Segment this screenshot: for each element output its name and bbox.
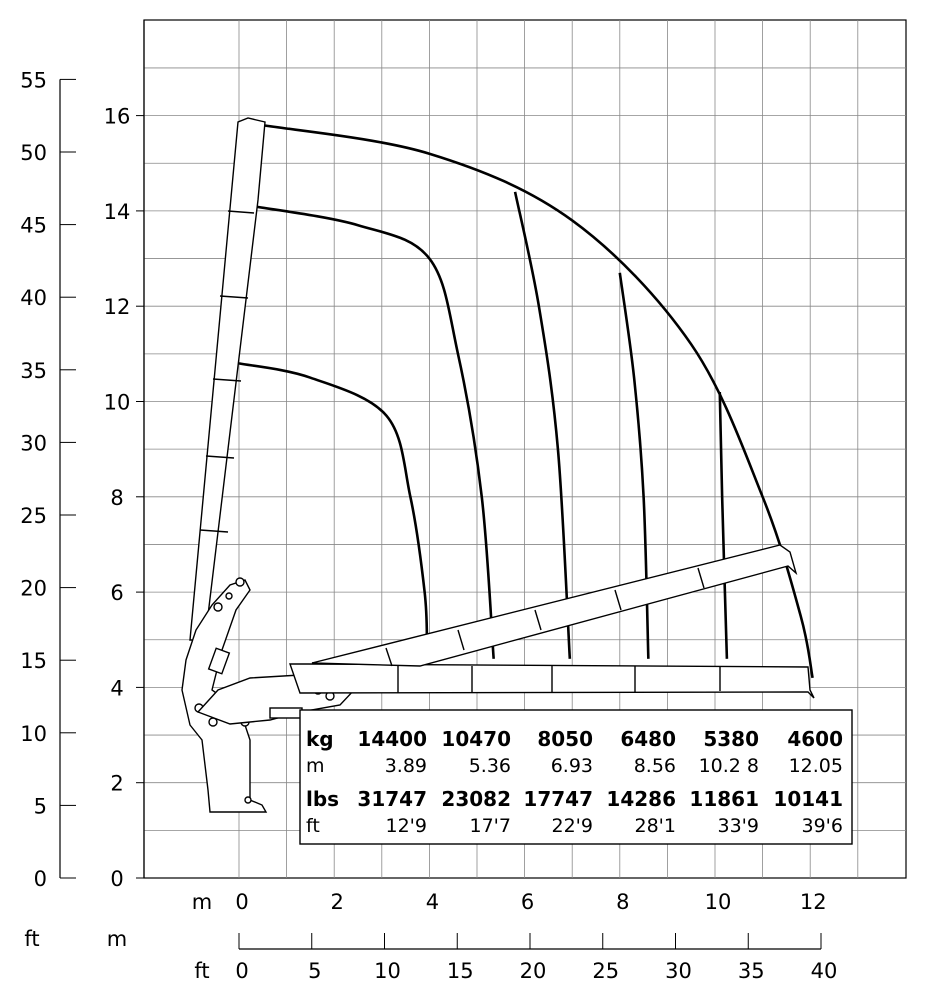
m-label: m bbox=[306, 755, 325, 777]
y-axis-m-tick-label: 10 bbox=[104, 391, 131, 415]
y-axis-ft: 0 5 10 15 20 25 30 35 40 45 50 55 bbox=[20, 68, 76, 891]
kg-value: 8050 bbox=[537, 727, 593, 751]
ft-value: 12'9 bbox=[386, 815, 428, 837]
x-axis-ft-tick-label: 0 bbox=[235, 959, 248, 983]
y-axis-m-tick-label: 12 bbox=[104, 295, 131, 319]
ft-value: 33'9 bbox=[718, 815, 760, 837]
y-axis-m-tick-label: 6 bbox=[110, 581, 123, 605]
m-value: 12.05 bbox=[789, 755, 843, 777]
y-axis-m-tick-label: 8 bbox=[110, 486, 123, 510]
y-axis-ft-tick-label: 45 bbox=[20, 214, 47, 238]
x-axis-m-tick-label: 4 bbox=[426, 890, 439, 914]
reach-curve bbox=[513, 191, 572, 659]
y-axis-ft-tick-label: 15 bbox=[20, 649, 47, 673]
y-axis-ft-tick-label: 25 bbox=[20, 504, 47, 528]
kg-value: 14400 bbox=[357, 727, 427, 751]
lbs-value: 17747 bbox=[523, 787, 593, 811]
reach-curves bbox=[238, 123, 814, 679]
y-axis-m-tick-label: 4 bbox=[110, 676, 123, 700]
load-table-box bbox=[299, 709, 853, 845]
y-axis-ft-tick-label: 0 bbox=[34, 867, 47, 891]
lbs-value: 11861 bbox=[689, 787, 759, 811]
x-axis-ft-unit: ft bbox=[194, 959, 209, 983]
y-axis-m-tick-label: 0 bbox=[110, 867, 123, 891]
x-axis-m-tick-label: 8 bbox=[616, 890, 629, 914]
y-axis-m: 0 2 4 6 8 10 12 14 16 bbox=[104, 20, 145, 891]
crane-illustration bbox=[181, 117, 815, 813]
y-axis-ft-tick-label: 20 bbox=[20, 577, 47, 601]
x-axis-ft-tick-label: 30 bbox=[665, 959, 692, 983]
ft-value: 28'1 bbox=[635, 815, 677, 837]
vertical-boom bbox=[189, 117, 266, 641]
y-axis-ft-tick-label: 5 bbox=[34, 794, 47, 818]
corner-ft-label: ft bbox=[24, 927, 39, 951]
kg-value: 6480 bbox=[620, 727, 676, 751]
x-axis-m-tick-label: 6 bbox=[521, 890, 534, 914]
m-value: 5.36 bbox=[469, 755, 511, 777]
y-axis-ft-tick-label: 35 bbox=[20, 359, 47, 383]
x-axis-ft-tick-label: 35 bbox=[738, 959, 765, 983]
y-axis-m-tick-label: 2 bbox=[110, 772, 123, 796]
x-axis-m-unit: m bbox=[192, 890, 212, 914]
reach-curve bbox=[253, 204, 495, 659]
x-axis-ft: 0 5 10 15 20 25 30 35 40 bbox=[235, 933, 837, 983]
x-axis-m: 0 2 4 6 8 10 12 bbox=[235, 890, 826, 914]
inclined-boom bbox=[311, 544, 798, 667]
x-axis-ft-tick-label: 5 bbox=[308, 959, 321, 983]
m-value: 10.2 8 bbox=[699, 755, 759, 777]
y-axis-ft-tick-label: 50 bbox=[20, 141, 47, 165]
x-axis-ft-tick-label: 40 bbox=[811, 959, 838, 983]
lbs-value: 14286 bbox=[606, 787, 676, 811]
kg-value: 5380 bbox=[703, 727, 759, 751]
x-axis-ft-tick-label: 25 bbox=[592, 959, 619, 983]
kg-value: 4600 bbox=[787, 727, 843, 751]
ft-value: 22'9 bbox=[552, 815, 594, 837]
load-table: kg m lbs ft 14400 10470 8050 6480 5380 4600 3.… bbox=[306, 727, 843, 837]
y-axis-ft-tick-label: 55 bbox=[20, 68, 47, 92]
x-axis-m-tick-label: 2 bbox=[331, 890, 344, 914]
y-axis-ft-tick-label: 40 bbox=[20, 286, 47, 310]
kg-value: 10470 bbox=[441, 727, 511, 751]
x-axis-ft-tick-label: 20 bbox=[520, 959, 547, 983]
ft-value: 39'6 bbox=[802, 815, 844, 837]
x-axis-m-tick-label: 0 bbox=[235, 890, 248, 914]
kg-label: kg bbox=[306, 727, 334, 751]
y-axis-m-tick-label: 14 bbox=[104, 200, 131, 224]
corner-m-label: m bbox=[107, 927, 127, 951]
y-axis-m-tick-label: 16 bbox=[104, 105, 131, 129]
x-axis-ft-tick-label: 15 bbox=[447, 959, 474, 983]
reach-curve bbox=[718, 391, 729, 659]
lbs-value: 31747 bbox=[357, 787, 427, 811]
m-value: 8.56 bbox=[634, 755, 676, 777]
y-axis-ft-tick-label: 10 bbox=[20, 722, 47, 746]
reach-curve bbox=[238, 362, 429, 645]
ft-label: ft bbox=[306, 815, 320, 837]
x-axis-m-tick-label: 10 bbox=[705, 890, 732, 914]
lbs-value: 23082 bbox=[441, 787, 511, 811]
m-value: 3.89 bbox=[385, 755, 427, 777]
lbs-label: lbs bbox=[306, 787, 339, 811]
y-axis-ft-tick-label: 30 bbox=[20, 431, 47, 455]
lbs-value: 10141 bbox=[773, 787, 843, 811]
reach-curve bbox=[262, 123, 814, 679]
ft-value: 17'7 bbox=[470, 815, 512, 837]
x-axis-m-tick-label: 12 bbox=[800, 890, 827, 914]
m-value: 6.93 bbox=[551, 755, 593, 777]
x-axis-ft-tick-label: 10 bbox=[374, 959, 401, 983]
